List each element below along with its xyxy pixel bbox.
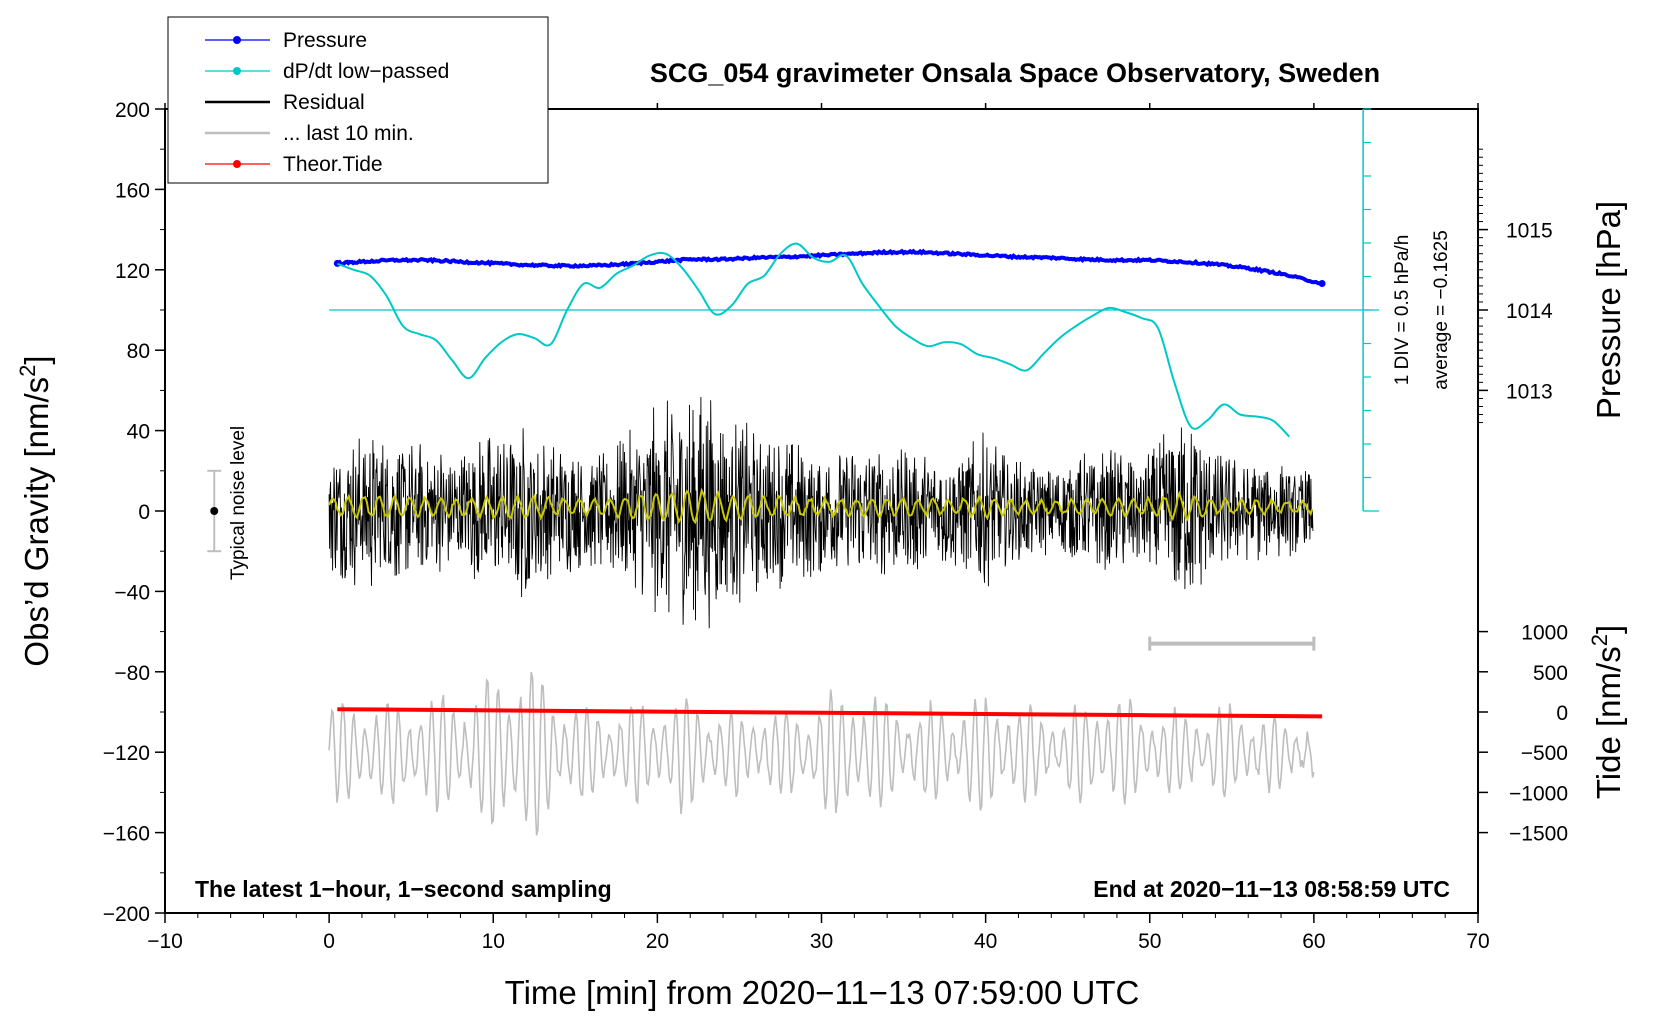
legend-marker <box>233 160 241 168</box>
x-tick-label: 70 <box>1466 930 1489 953</box>
pressure-tick-label: 1015 <box>1506 220 1553 243</box>
legend-label: dP/dt low−passed <box>283 60 449 83</box>
legend-marker <box>233 36 241 44</box>
y-axis-label-gravity-end: ] <box>18 355 55 364</box>
y-tick-label: 160 <box>115 179 150 202</box>
x-tick-label: 0 <box>323 930 335 953</box>
pressure-start-point <box>333 259 341 267</box>
y-tick-label: −200 <box>103 903 150 926</box>
pressure-series <box>336 248 1323 286</box>
y-axis-tide: 1000 500 0 −500 −1000 −1500 <box>1478 622 1568 846</box>
y-axis-label-tide: Tide [nm/s2] <box>1587 625 1627 799</box>
annotations: The latest 1−hour, 1−second sampling End … <box>195 426 1450 902</box>
chart-title: SCG_054 gravimeter Onsala Space Observat… <box>650 58 1380 88</box>
y-axis-label-gravity-sup: 2 <box>15 365 40 377</box>
y-axis-label-gravity: Obs’d Gravity [nm/s2] <box>15 355 55 666</box>
dpdt-series <box>336 242 1291 438</box>
x-tick-label: 40 <box>974 930 997 953</box>
pressure-tick-label: 1013 <box>1506 380 1553 403</box>
series-group <box>328 242 1326 836</box>
x-tick-label: 10 <box>482 930 505 953</box>
noise-label: Typical noise level <box>228 426 249 580</box>
legend-marker <box>233 67 241 75</box>
y-tick-label: 40 <box>127 421 150 444</box>
dpdt-label-average: average = −0.1625 <box>1431 230 1452 390</box>
y-axis-gravity: 200 160 120 80 40 0 −40 −80 −120 −160 −200 <box>103 99 165 926</box>
y-axis-label-tide-main: Tide [nm/s <box>1590 646 1627 799</box>
tide-tick-label: 500 <box>1533 662 1568 685</box>
tide-tick-label: 1000 <box>1521 622 1568 645</box>
x-tick-label: −10 <box>147 930 183 953</box>
legend-label: Residual <box>283 91 365 114</box>
y-tick-label: −40 <box>114 581 150 604</box>
residual-series <box>328 396 1314 629</box>
x-axis: −10 0 10 20 30 40 50 60 70 <box>147 103 1490 953</box>
y-tick-label: 0 <box>138 501 150 524</box>
tide-tick-label: −1000 <box>1509 782 1568 805</box>
y-tick-label: −80 <box>114 662 150 685</box>
legend-label: ... last 10 min. <box>283 122 414 145</box>
legend-label: Pressure <box>283 29 367 52</box>
y-axis-label-tide-end: ] <box>1590 625 1627 634</box>
y-axis-label-gravity-main: Obs’d Gravity [nm/s <box>18 377 55 667</box>
x-tick-label: 30 <box>810 930 833 953</box>
tide-tick-label: −1500 <box>1509 823 1568 846</box>
x-tick-label: 50 <box>1138 930 1161 953</box>
last-10-min-series <box>328 671 1315 836</box>
y-axis-label-pressure: Pressure [hPa] <box>1590 201 1627 419</box>
x-tick-label: 20 <box>646 930 669 953</box>
y-axis-label-tide-sup: 2 <box>1587 634 1612 646</box>
residual-filtered-series <box>328 487 1314 525</box>
x-axis-label: Time [min] from 2020−11−13 07:59:00 UTC <box>505 974 1140 1011</box>
pressure-end-point <box>1318 279 1326 287</box>
dpdt-scale-axis: 1 DIV = 0.5 hPa/h average = −0.1625 <box>329 108 1452 512</box>
y-tick-label: −120 <box>103 742 150 765</box>
y-tick-label: 200 <box>115 99 150 122</box>
noise-bar-center-point <box>210 507 219 515</box>
dpdt-label-div: 1 DIV = 0.5 hPa/h <box>1392 235 1413 386</box>
y-tick-label: 80 <box>127 340 150 363</box>
tide-tick-label: 0 <box>1556 702 1568 725</box>
y-tick-label: −160 <box>103 823 150 846</box>
annotation-end-time: End at 2020−11−13 08:58:59 UTC <box>1093 876 1450 902</box>
tide-series <box>337 707 1323 719</box>
y-axis-pressure: 1015 1014 1013 <box>1478 148 1553 424</box>
pressure-tick-label: 1014 <box>1506 300 1553 323</box>
tide-tick-label: −500 <box>1521 742 1568 765</box>
y-tick-label: 120 <box>115 260 150 283</box>
x-tick-label: 60 <box>1302 930 1325 953</box>
legend: Pressure dP/dt low−passed Residual ... last… <box>167 16 549 184</box>
annotation-sampling: The latest 1−hour, 1−second sampling <box>195 876 612 902</box>
legend-label: Theor.Tide <box>283 153 383 176</box>
legend-box <box>167 16 549 184</box>
